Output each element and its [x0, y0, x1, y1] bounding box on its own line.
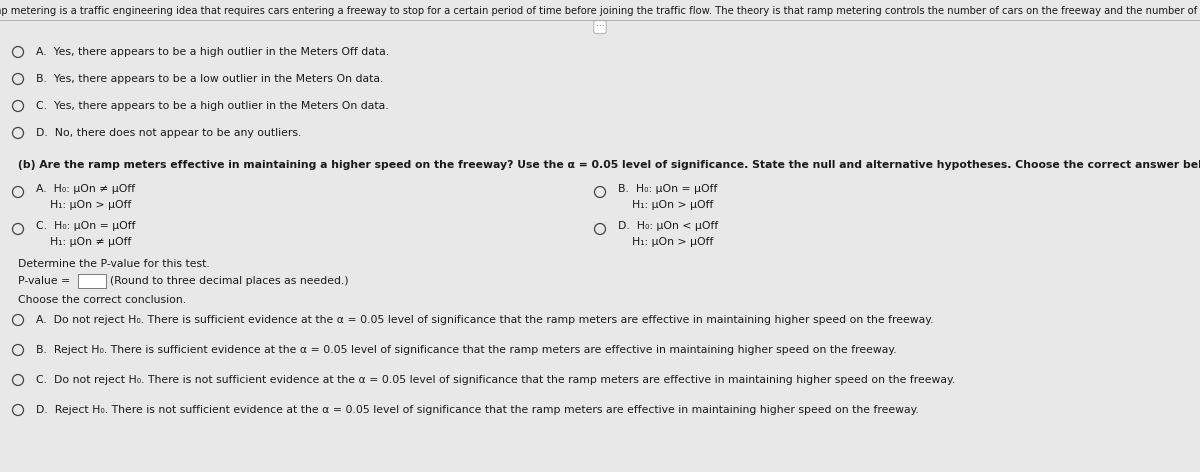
Text: (b) Are the ramp meters effective in maintaining a higher speed on the freeway? : (b) Are the ramp meters effective in mai…: [18, 160, 1200, 170]
Text: D.  H₀: μOn < μOff: D. H₀: μOn < μOff: [618, 221, 719, 231]
Text: H₁: μOn > μOff: H₁: μOn > μOff: [632, 200, 713, 210]
Text: P-value =: P-value =: [18, 276, 71, 286]
Text: H₁: μOn > μOff: H₁: μOn > μOff: [632, 237, 713, 247]
Text: Ramp metering is a traffic engineering idea that requires cars entering a freewa: Ramp metering is a traffic engineering i…: [0, 6, 1200, 16]
Text: D.  Reject H₀. There is not sufficient evidence at the α = 0.05 level of signifi: D. Reject H₀. There is not sufficient ev…: [36, 405, 919, 415]
Text: A.  Yes, there appears to be a high outlier in the Meters Off data.: A. Yes, there appears to be a high outli…: [36, 47, 389, 57]
Text: A.  Do not reject H₀. There is sufficient evidence at the α = 0.05 level of sign: A. Do not reject H₀. There is sufficient…: [36, 315, 934, 325]
Text: C.  Do not reject H₀. There is not sufficient evidence at the α = 0.05 level of : C. Do not reject H₀. There is not suffic…: [36, 375, 955, 385]
Text: Choose the correct conclusion.: Choose the correct conclusion.: [18, 295, 186, 305]
Text: H₁: μOn > μOff: H₁: μOn > μOff: [50, 200, 131, 210]
Text: Determine the P-value for this test.: Determine the P-value for this test.: [18, 259, 210, 269]
Text: C.  H₀: μOn = μOff: C. H₀: μOn = μOff: [36, 221, 136, 231]
Text: (Round to three decimal places as needed.): (Round to three decimal places as needed…: [110, 276, 349, 286]
Text: A.  H₀: μOn ≠ μOff: A. H₀: μOn ≠ μOff: [36, 184, 136, 194]
Text: ···: ···: [595, 23, 605, 32]
Text: B.  H₀: μOn = μOff: B. H₀: μOn = μOff: [618, 184, 718, 194]
Text: B.  Reject H₀. There is sufficient evidence at the α = 0.05 level of significanc: B. Reject H₀. There is sufficient eviden…: [36, 345, 896, 355]
Text: B.  Yes, there appears to be a low outlier in the Meters On data.: B. Yes, there appears to be a low outlie…: [36, 74, 383, 84]
Text: C.  Yes, there appears to be a high outlier in the Meters On data.: C. Yes, there appears to be a high outli…: [36, 101, 389, 111]
Text: D.  No, there does not appear to be any outliers.: D. No, there does not appear to be any o…: [36, 128, 301, 138]
FancyBboxPatch shape: [78, 274, 106, 288]
Text: H₁: μOn ≠ μOff: H₁: μOn ≠ μOff: [50, 237, 131, 247]
